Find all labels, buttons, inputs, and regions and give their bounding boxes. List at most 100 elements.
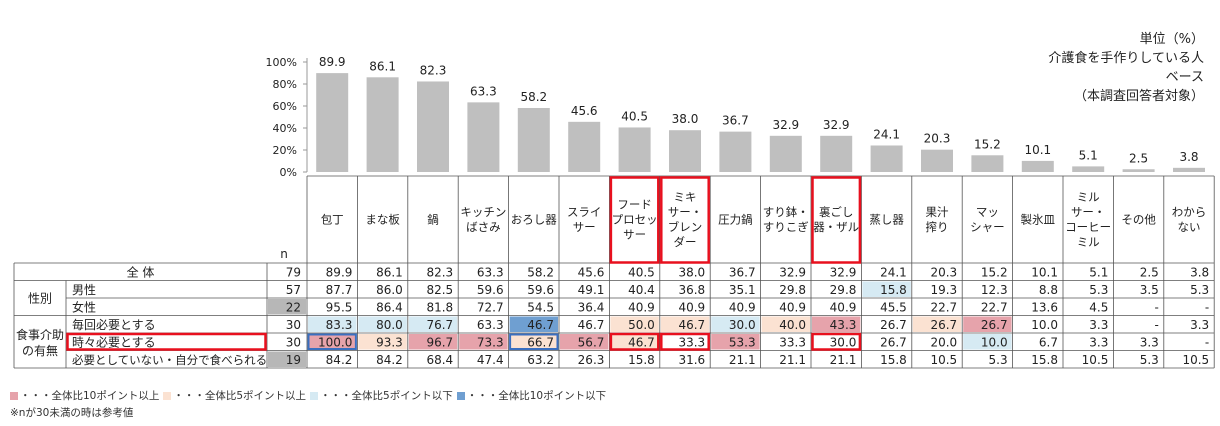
table-cell-value: 40.9 [779,300,806,314]
row-label-total: 全 体 [127,264,155,279]
table-cell-value: 84.2 [326,353,353,367]
bar [1122,169,1155,172]
table-cell-value: 15.2 [981,265,1008,279]
table-cell-shade [358,334,407,350]
bar [870,145,903,172]
bar [669,130,701,172]
n-value: 57 [286,283,301,297]
table-cell-value: 47.4 [477,353,504,367]
bar [921,149,953,172]
row-label: 毎回必要とする [72,317,156,332]
table-cell-value: 6.7 [1039,335,1058,349]
table-cell-value: 31.6 [678,353,705,367]
bar-value-label: 3.8 [1179,150,1198,164]
table-cell-value: 2.5 [1140,265,1159,279]
table-cell-shade [308,334,357,350]
table-cell-shade [459,334,508,350]
n-value: 19 [286,353,301,367]
table-cell-value: 10.0 [981,335,1008,349]
legend-swatch-minus5 [310,391,319,400]
table-cell-shade [912,316,962,332]
table-cell-value: 63.3 [477,318,504,332]
table-cell-value: 21.1 [779,353,806,367]
table-cell-value: 54.5 [527,300,554,314]
unit-note: 単位（%） 介護食を手作りしている人 ベース （本調査回答者対象） [1048,30,1204,106]
table-cell-value: 46.7 [527,318,554,332]
legend-swatch-plus5 [163,391,172,400]
n-value: 79 [286,265,301,279]
bar-value-label: 10.1 [1024,143,1051,157]
category-label: スライ [567,205,602,219]
bar [971,155,1004,172]
category-label: その他 [1121,213,1156,227]
table-cell-value: 93.3 [376,335,403,349]
table-cell-value: 83.3 [326,318,353,332]
table-cell-value: 35.1 [729,283,756,297]
legend-label-plus10: ・・・全体比10ポイント以上 [20,390,160,402]
category-label: 圧力鍋 [718,213,753,227]
table-cell-value: 3.3 [1190,318,1209,332]
table-cell-value: 40.5 [628,265,655,279]
bar [719,131,752,172]
category-label: ミル [1077,190,1100,204]
n-header: n [280,247,288,261]
bar-value-label: 32.9 [823,118,850,132]
table-cell-value: 89.9 [326,265,353,279]
category-label: コーヒー [1065,220,1111,234]
table-cell-value: 21.1 [729,353,756,367]
table-cell-value: 40.9 [830,300,857,314]
table-cell-value: 46.7 [628,335,655,349]
bar-value-label: 38.0 [672,112,699,126]
bar [366,77,399,172]
row-label: 女性 [72,299,96,314]
category-label: ミル [1077,235,1100,249]
table-cell-value: 30.0 [729,318,756,332]
table-cell-value: 81.8 [426,300,453,314]
table-cell-value: 26.7 [880,335,907,349]
column-highlight-cell [609,332,660,351]
category-label: 裏ごし [819,205,854,219]
bar [568,121,601,172]
table-cell-value: 13.6 [1031,300,1058,314]
group-label-assist-line2: の有無 [22,343,58,358]
table-cell-shade [812,316,861,332]
table-cell-value: 96.7 [426,335,453,349]
table-cell-value: 8.8 [1039,283,1058,297]
table-cell-value: 100.0 [318,335,352,349]
bar-value-label: 40.5 [621,109,648,123]
n-cell-shade [268,351,306,367]
table-cell-value: 10.1 [1031,265,1058,279]
table-cell-value: 26.3 [578,353,605,367]
table-cell-value: 24.1 [880,265,907,279]
table-cell-shade [963,316,1012,332]
legend-item-minus5: ・・・全体比5ポイント以下 [310,388,453,403]
table-cell-value: 76.7 [426,318,453,332]
column-highlight-cell [811,332,862,351]
table-cell-shade [610,316,659,332]
category-label: キッチン [460,205,506,219]
table-cell-value: 22.7 [981,300,1008,314]
table-cell-shade [308,316,357,332]
legend-label-minus5: ・・・全体比5ポイント以下 [320,390,453,402]
column-highlight-header [811,176,862,264]
table-cell-shade [761,316,810,332]
table-cell-value: 53.3 [729,335,756,349]
legend-item-plus10: ・・・全体比10ポイント以上 [10,388,159,403]
bar-value-label: 20.3 [924,132,951,146]
table-cell-value: 3.3 [1089,318,1108,332]
table-cell-value: 50.0 [628,318,655,332]
table-cell-value: 36.7 [729,265,756,279]
table-cell-value: 82.3 [426,265,453,279]
table-cell-value: 5.3 [989,353,1008,367]
base-label-line3: （本調査回答者対象） [1073,89,1204,104]
bar-value-label: 5.1 [1079,148,1098,162]
n-value: 22 [286,300,301,314]
legend-label-plus5: ・・・全体比5ポイント以上 [173,390,307,402]
bar-value-label: 63.3 [470,84,497,98]
bar [820,135,853,172]
bar [517,107,550,172]
table-cell-value: 19.3 [930,283,957,297]
table-cell-value: 3.3 [1089,335,1108,349]
table-cell-value: 26.7 [880,318,907,332]
bar [769,135,802,172]
